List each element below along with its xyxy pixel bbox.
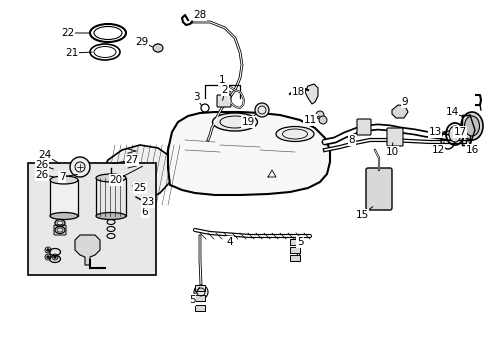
Polygon shape: [305, 84, 317, 104]
Bar: [195, 295, 204, 301]
Circle shape: [45, 247, 51, 253]
Circle shape: [154, 44, 162, 52]
Ellipse shape: [254, 103, 268, 117]
Ellipse shape: [50, 176, 78, 184]
Text: 12: 12: [430, 145, 444, 155]
Text: 23: 23: [141, 197, 154, 207]
Text: 29: 29: [135, 37, 148, 47]
Text: 10: 10: [385, 147, 398, 157]
Circle shape: [54, 256, 56, 258]
Bar: [28, 163, 156, 275]
FancyBboxPatch shape: [217, 95, 230, 107]
Text: 24: 24: [38, 150, 52, 160]
Bar: [289, 247, 299, 253]
Text: 3: 3: [192, 92, 199, 102]
Text: 5: 5: [188, 295, 195, 305]
Text: 21: 21: [65, 48, 79, 58]
Ellipse shape: [96, 212, 126, 220]
Text: 8: 8: [348, 135, 355, 145]
Ellipse shape: [448, 126, 460, 142]
Text: 11: 11: [303, 115, 316, 125]
Text: 19: 19: [241, 117, 254, 127]
FancyBboxPatch shape: [365, 168, 391, 210]
Text: 4: 4: [226, 237, 233, 247]
Text: 22: 22: [61, 28, 75, 38]
Circle shape: [47, 249, 49, 251]
Bar: [289, 255, 299, 261]
Ellipse shape: [153, 44, 163, 52]
Circle shape: [70, 157, 90, 177]
Text: 16: 16: [465, 145, 478, 155]
Circle shape: [315, 111, 324, 119]
Polygon shape: [391, 105, 407, 118]
FancyBboxPatch shape: [386, 128, 402, 146]
Text: 18: 18: [291, 87, 304, 97]
Text: 9: 9: [401, 97, 407, 107]
Bar: [461, 115, 469, 145]
Ellipse shape: [464, 116, 479, 136]
Text: 6: 6: [142, 207, 148, 217]
Circle shape: [194, 285, 207, 299]
Text: 17: 17: [452, 127, 466, 137]
Text: 1: 1: [218, 75, 225, 85]
Text: 26: 26: [35, 170, 48, 180]
Circle shape: [318, 116, 326, 124]
Ellipse shape: [96, 174, 126, 182]
Ellipse shape: [460, 112, 482, 140]
Polygon shape: [75, 235, 100, 265]
Text: 20: 20: [109, 175, 122, 185]
Polygon shape: [100, 145, 172, 205]
Bar: [289, 239, 299, 245]
Ellipse shape: [50, 212, 78, 220]
Text: 14: 14: [445, 107, 458, 117]
Ellipse shape: [275, 126, 313, 141]
Bar: [96, 178, 126, 216]
Circle shape: [47, 256, 49, 258]
Text: 26: 26: [35, 160, 48, 170]
Text: 27: 27: [125, 155, 138, 165]
Text: 13: 13: [427, 127, 441, 137]
FancyBboxPatch shape: [356, 119, 370, 135]
Text: 7: 7: [59, 172, 65, 182]
Polygon shape: [168, 112, 329, 195]
Text: 25: 25: [133, 183, 146, 193]
Ellipse shape: [212, 113, 257, 131]
Circle shape: [45, 254, 51, 260]
FancyBboxPatch shape: [54, 225, 66, 235]
Text: 15: 15: [355, 210, 368, 220]
Bar: [50, 180, 78, 216]
Text: 28: 28: [193, 10, 206, 20]
Circle shape: [52, 254, 58, 260]
Bar: [195, 305, 204, 311]
Text: 5: 5: [296, 237, 303, 247]
Text: 2: 2: [221, 85, 228, 95]
Bar: [195, 285, 204, 291]
